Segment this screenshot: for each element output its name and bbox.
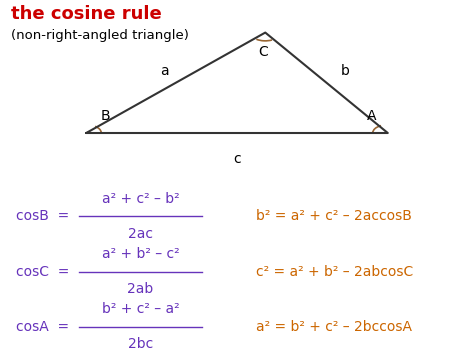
Text: cosC  =: cosC =: [16, 264, 69, 279]
Text: cosB  =: cosB =: [16, 209, 69, 223]
Text: a² + b² – c²: a² + b² – c²: [101, 247, 179, 261]
Text: a² = b² + c² – 2bccosA: a² = b² + c² – 2bccosA: [256, 320, 412, 334]
Text: a: a: [160, 64, 169, 78]
Text: 2ab: 2ab: [128, 282, 154, 296]
Text: a² + c² – b²: a² + c² – b²: [101, 192, 179, 206]
Text: B: B: [100, 109, 110, 122]
Text: b: b: [341, 64, 349, 78]
Text: c² = a² + b² – 2abcosC: c² = a² + b² – 2abcosC: [256, 264, 413, 279]
Text: the cosine rule: the cosine rule: [11, 5, 162, 23]
Text: b² + c² – a²: b² + c² – a²: [101, 302, 179, 317]
Text: c: c: [233, 152, 241, 166]
Text: 2ac: 2ac: [128, 226, 153, 241]
Text: C: C: [258, 45, 268, 59]
Text: cosA  =: cosA =: [16, 320, 69, 334]
Text: 2bc: 2bc: [128, 338, 153, 351]
Text: b² = a² + c² – 2accosB: b² = a² + c² – 2accosB: [256, 209, 412, 223]
Text: (non-right-angled triangle): (non-right-angled triangle): [11, 29, 189, 42]
Text: A: A: [366, 109, 376, 122]
